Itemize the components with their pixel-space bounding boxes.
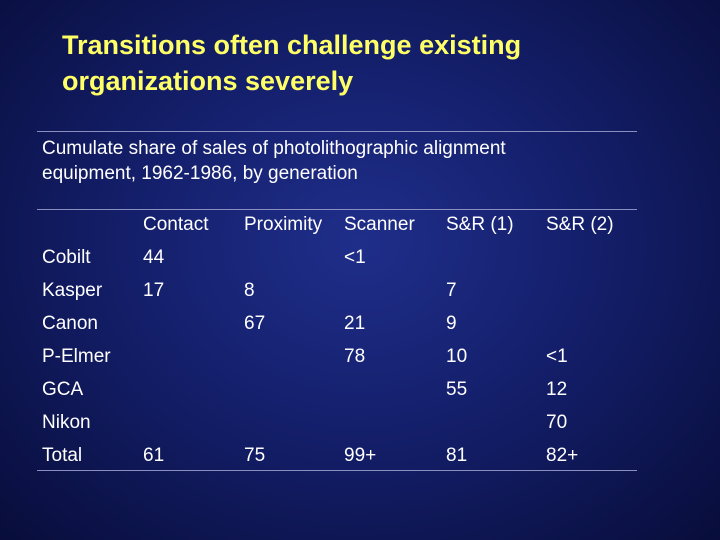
slide-title-line-2: organizations severely xyxy=(62,66,354,96)
cell-company: P-Elmer xyxy=(42,345,111,367)
cell-proximity: 75 xyxy=(244,444,266,466)
cell-contact xyxy=(143,373,244,406)
table-header-row: Contact Proximity Scanner S&R (1) S&R (2… xyxy=(42,208,636,241)
table-caption-line-1: Cumulate share of sales of photolithogra… xyxy=(42,138,506,159)
table-row-total: Total 61 75 99+ 81 82+ xyxy=(42,439,636,472)
cell-sr1 xyxy=(446,241,546,274)
header-company xyxy=(42,208,143,241)
cell-scanner: 78 xyxy=(344,345,366,367)
table-row-kasper: Kasper 17 8 7 xyxy=(42,274,636,307)
table-row-canon: Canon 67 21 9 xyxy=(42,307,636,340)
cell-sr1: 10 xyxy=(446,345,468,367)
table-row-nikon: Nikon 70 xyxy=(42,406,636,439)
bottom-divider xyxy=(37,470,637,471)
cell-sr2: 82+ xyxy=(546,444,579,466)
top-divider xyxy=(37,131,637,132)
header-divider xyxy=(37,209,637,210)
cell-proximity: 8 xyxy=(244,279,255,301)
table-row-p-elmer: P-Elmer 78 10 <1 xyxy=(42,340,636,373)
table-caption-line-2: equipment, 1962-1986, by generation xyxy=(42,163,358,184)
cell-company: Kasper xyxy=(42,279,103,301)
cell-contact: 44 xyxy=(143,246,165,268)
slide-title: Transitions often challenge existing org… xyxy=(62,27,662,99)
cell-sr1 xyxy=(446,406,546,439)
cell-company: Cobilt xyxy=(42,246,91,268)
cell-contact: 17 xyxy=(143,279,165,301)
cell-company: GCA xyxy=(42,378,84,400)
cell-scanner: <1 xyxy=(344,246,366,268)
cell-company: Nikon xyxy=(42,411,91,433)
cell-sr2 xyxy=(546,274,636,307)
cell-contact xyxy=(143,340,244,373)
cell-sr1: 81 xyxy=(446,444,468,466)
cell-scanner: 21 xyxy=(344,312,366,334)
header-scanner: Scanner xyxy=(344,213,415,235)
cell-proximity xyxy=(244,406,344,439)
header-sr1: S&R (1) xyxy=(446,213,514,235)
cell-sr2: 70 xyxy=(546,411,568,433)
cell-scanner: 99+ xyxy=(344,444,377,466)
table-caption: Cumulate share of sales of photolithogra… xyxy=(42,136,632,186)
table-row-gca: GCA 55 12 xyxy=(42,373,636,406)
header-contact: Contact xyxy=(143,213,209,235)
header-proximity: Proximity xyxy=(244,213,323,235)
cell-sr2 xyxy=(546,241,636,274)
cell-proximity xyxy=(244,241,344,274)
cell-proximity xyxy=(244,373,344,406)
cell-sr1: 55 xyxy=(446,378,468,400)
cell-scanner xyxy=(344,274,446,307)
cell-proximity xyxy=(244,340,344,373)
cell-sr1: 7 xyxy=(446,279,457,301)
cell-company: Total xyxy=(42,444,83,466)
cell-proximity: 67 xyxy=(244,312,266,334)
cell-contact: 61 xyxy=(143,444,165,466)
cell-sr2: 12 xyxy=(546,378,568,400)
cell-company: Canon xyxy=(42,312,98,334)
cell-scanner xyxy=(344,373,446,406)
cell-contact xyxy=(143,406,244,439)
cell-sr2 xyxy=(546,307,636,340)
cell-scanner xyxy=(344,406,446,439)
cell-sr2: <1 xyxy=(546,345,568,367)
header-sr2: S&R (2) xyxy=(546,213,614,235)
slide-title-line-1: Transitions often challenge existing xyxy=(62,30,522,60)
market-share-table: Contact Proximity Scanner S&R (1) S&R (2… xyxy=(42,208,636,472)
cell-sr1: 9 xyxy=(446,312,457,334)
cell-contact xyxy=(143,307,244,340)
table-row-cobilt: Cobilt 44 <1 xyxy=(42,241,636,274)
